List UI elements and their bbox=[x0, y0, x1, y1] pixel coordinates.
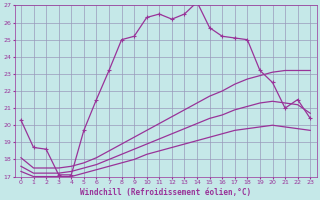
X-axis label: Windchill (Refroidissement éolien,°C): Windchill (Refroidissement éolien,°C) bbox=[80, 188, 251, 197]
